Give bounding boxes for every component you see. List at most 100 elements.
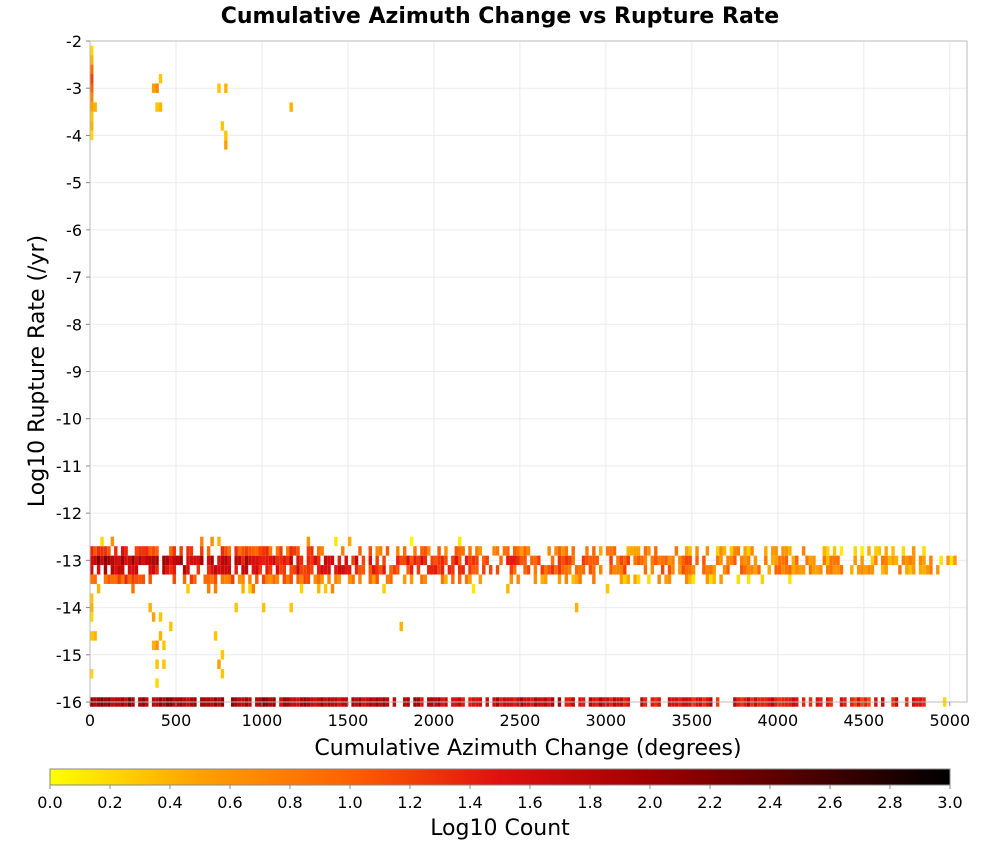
heatmap-cell (279, 565, 283, 575)
heatmap-cell (420, 555, 424, 566)
heatmap-cell (654, 546, 658, 556)
heatmap-cell (90, 45, 94, 56)
heatmap-cell (299, 574, 304, 584)
heatmap-cell (145, 546, 149, 556)
heatmap-cell (850, 565, 854, 575)
heatmap-cell (705, 565, 710, 575)
heatmap-cell (784, 565, 789, 575)
heatmap-cell (217, 565, 221, 575)
heatmap-cell (488, 565, 493, 575)
heatmap-cell (138, 555, 142, 566)
heatmap-cell (599, 565, 603, 575)
heatmap-cell (117, 565, 121, 575)
heatmap-cell (151, 546, 156, 556)
heatmap-cell (623, 555, 627, 566)
heatmap-cell (134, 565, 139, 575)
colorbar-tick-label: 0.6 (217, 793, 242, 812)
heatmap-cell (399, 621, 403, 632)
heatmap-cell (90, 612, 94, 622)
heatmap-cell (96, 555, 101, 566)
heatmap-cell (378, 565, 383, 575)
heatmap-cell (313, 555, 317, 566)
heatmap-cell (568, 565, 572, 575)
heatmap-cell (599, 546, 603, 556)
heatmap-cell (261, 555, 266, 566)
heatmap-cell (592, 555, 596, 566)
heatmap-cell (120, 546, 125, 556)
heatmap-cell (127, 565, 132, 575)
heatmap-cell (578, 565, 582, 575)
heatmap-cell (798, 565, 802, 575)
heatmap-cell (884, 555, 888, 566)
heatmap-cell (248, 574, 252, 584)
heatmap-cell (409, 565, 414, 575)
heatmap-cell (172, 555, 176, 566)
heatmap-cell (289, 555, 293, 566)
heatmap-cell (702, 565, 706, 575)
heatmap-cell (581, 565, 586, 575)
heatmap-cell (464, 574, 469, 584)
colorbar-tick-label: 0.8 (277, 793, 302, 812)
heatmap-cell (416, 555, 421, 566)
heatmap-cell (795, 565, 799, 575)
heatmap-cell (241, 574, 245, 584)
heatmap-cell (241, 546, 245, 556)
heatmap-cell (619, 555, 624, 566)
heatmap-cell (605, 583, 610, 594)
heatmap-cell (764, 546, 768, 556)
heatmap-cell (372, 565, 376, 575)
heatmap-cell (148, 574, 152, 584)
heatmap-cell (217, 536, 221, 547)
heatmap-cell (657, 555, 661, 566)
heatmap-cell (131, 565, 135, 575)
heatmap-cell (237, 574, 242, 584)
heatmap-cell (877, 546, 882, 556)
heatmap-cell (103, 546, 108, 556)
heatmap-cell (124, 546, 128, 556)
heatmap-cell (433, 565, 438, 575)
heatmap-cell (791, 555, 796, 566)
heatmap-cell (454, 546, 458, 556)
heatmap-cell (757, 565, 761, 575)
heatmap-cell (502, 546, 507, 556)
heatmap-cell (169, 555, 173, 566)
heatmap-cell (341, 565, 345, 575)
heatmap-cell (310, 555, 314, 566)
colorbar-title: Log10 Count (430, 816, 570, 841)
heatmap-cell (90, 130, 94, 141)
heatmap-cell (162, 555, 166, 566)
heatmap-cell (90, 565, 94, 575)
heatmap-cell (282, 555, 287, 566)
heatmap-cell (564, 565, 569, 575)
heatmap-cell (451, 555, 455, 566)
heatmap-cell (836, 565, 840, 575)
heatmap-cell (351, 555, 355, 566)
heatmap-cell (519, 555, 524, 566)
heatmap-cell (750, 565, 754, 575)
heatmap-cell (726, 565, 730, 575)
heatmap-cell (217, 659, 221, 669)
heatmap-cell (203, 574, 207, 584)
heatmap-cell (110, 565, 115, 575)
heatmap-cell (571, 546, 575, 556)
heatmap-cell (440, 574, 445, 584)
heatmap-cell (389, 565, 393, 575)
x-tick-label: 2500 (500, 711, 541, 730)
heatmap-cell (722, 546, 727, 556)
heatmap-cell (172, 546, 176, 556)
heatmap-cell (382, 555, 386, 566)
heatmap-cell (705, 546, 710, 556)
heatmap-cell (131, 583, 135, 594)
heatmap-cell (585, 546, 589, 556)
heatmap-cell (337, 555, 342, 566)
heatmap-cell (241, 583, 245, 594)
heatmap-cell (165, 565, 170, 575)
heatmap-cell (268, 555, 273, 566)
heatmap-cell (746, 555, 751, 566)
x-tick-label: 0 (85, 711, 95, 730)
heatmap-cell (482, 565, 486, 575)
heatmap-cell (334, 574, 338, 584)
heatmap-cell (316, 583, 321, 594)
heatmap-cell (681, 555, 685, 566)
heatmap-cell (691, 565, 696, 575)
